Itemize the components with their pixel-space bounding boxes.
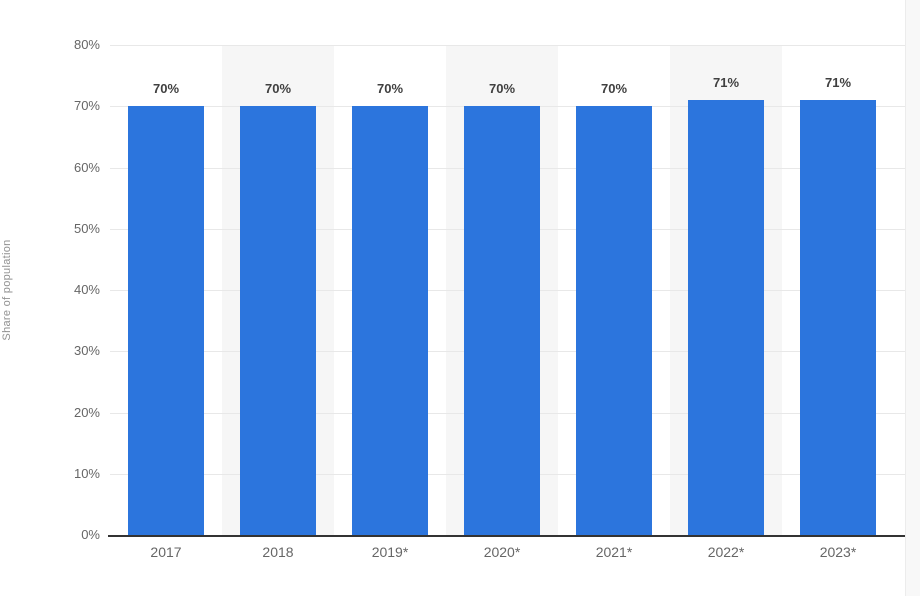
x-tick-label: 2020* (483, 544, 521, 560)
bar-2020[interactable] (464, 106, 540, 535)
bar-2019[interactable] (352, 106, 428, 535)
y-tick-label: 60% (73, 160, 100, 175)
bar-value-label: 70% (488, 81, 516, 96)
y-axis-title: Share of population (1, 239, 13, 341)
bar-value-label: 70% (600, 81, 628, 96)
y-tick-label: 80% (73, 37, 100, 52)
y-tick-label: 40% (73, 282, 100, 297)
y-tick-label: 70% (73, 98, 100, 113)
bar-2018[interactable] (240, 106, 316, 535)
y-tick-label: 30% (73, 343, 100, 358)
bar-value-label: 71% (712, 75, 740, 90)
y-tick-label: 0% (81, 527, 100, 542)
y-tick-label: 20% (73, 405, 100, 420)
bar-2023[interactable] (800, 100, 876, 535)
x-tick-label: 2022* (707, 544, 745, 560)
bar-value-label: 70% (152, 81, 180, 96)
x-tick-label: 2019* (371, 544, 409, 560)
bar-2022[interactable] (688, 100, 764, 535)
bar-2017[interactable] (128, 106, 204, 535)
bar-2021[interactable] (576, 106, 652, 535)
x-axis-line (108, 535, 905, 537)
scrollbar-track[interactable] (905, 0, 920, 596)
y-tick-label: 50% (73, 221, 100, 236)
y-tick-label: 10% (73, 466, 100, 481)
x-tick-label: 2021* (595, 544, 633, 560)
bar-value-label: 70% (376, 81, 404, 96)
y-gridline (110, 45, 905, 46)
x-tick-label: 2018 (262, 544, 294, 560)
x-tick-label: 2017 (150, 544, 182, 560)
x-tick-label: 2023* (819, 544, 857, 560)
bar-value-label: 70% (264, 81, 292, 96)
bar-value-label: 71% (824, 75, 852, 90)
